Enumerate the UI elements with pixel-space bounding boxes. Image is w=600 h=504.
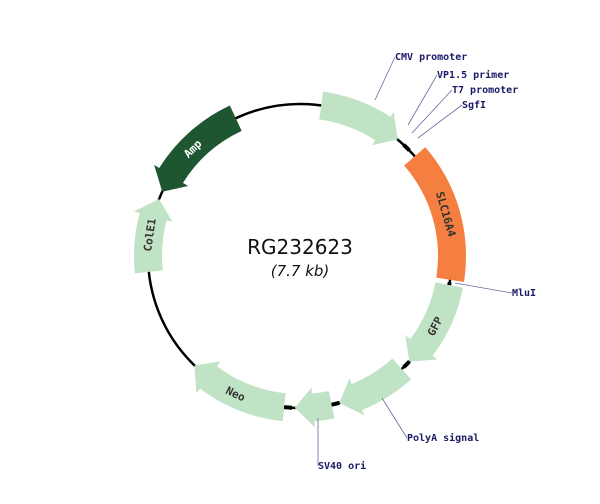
site-label: MluI (512, 288, 536, 299)
site-label: SgfI (462, 100, 486, 111)
feature-polya (339, 358, 412, 416)
site-label: T7 promoter (452, 85, 518, 96)
feature-cmv (319, 91, 398, 146)
feature-sv40 (294, 387, 335, 428)
site-mark (402, 143, 411, 152)
site-mark (283, 405, 293, 410)
feature-amp (154, 105, 242, 192)
site-mark (331, 400, 340, 407)
plasmid-size: (7.7 kb) (271, 262, 330, 280)
feature-neo (194, 361, 286, 422)
feature-insert (404, 147, 466, 282)
site-leader-line (407, 74, 438, 126)
plasmid-name: RG232623 (247, 235, 353, 259)
site-label: VP1.5 primer (437, 69, 509, 81)
feature-label-cole1: ColE1 (141, 217, 159, 252)
site-leader-line (454, 282, 513, 294)
feature-gfp (405, 282, 463, 362)
site-leader-line (374, 56, 396, 101)
site-leader-line (381, 397, 408, 439)
site-label: CMV promoter (395, 52, 467, 63)
site-leader-line (417, 104, 463, 139)
site-mark (402, 360, 411, 369)
feature-cole1 (133, 199, 173, 274)
site-label: PolyA signal (407, 432, 479, 444)
site-label: SV40 ori (318, 460, 366, 472)
site-leader-line (411, 89, 453, 134)
